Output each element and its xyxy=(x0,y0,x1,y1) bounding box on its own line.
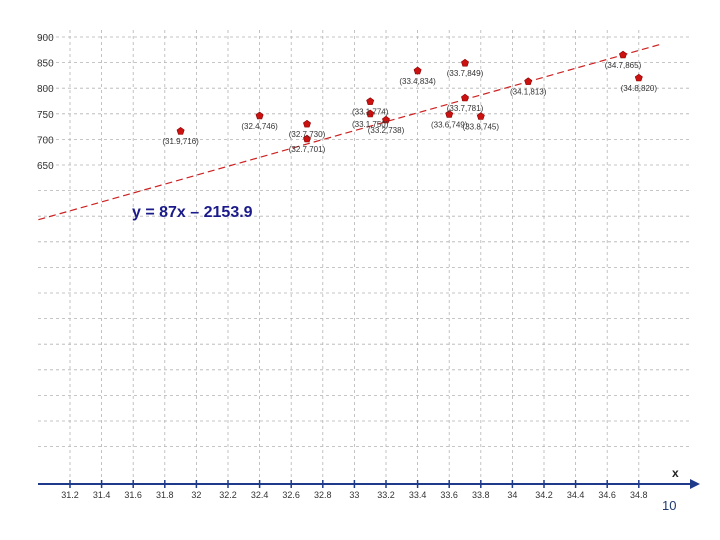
data-points xyxy=(176,50,643,143)
x-tick-label: 33.4 xyxy=(409,490,427,500)
y-tick-label: 750 xyxy=(37,110,54,121)
y-tick-labels: 900 850 800 750 700 650 xyxy=(37,33,54,172)
data-point xyxy=(634,73,643,82)
data-point-label: (34.8,820) xyxy=(621,84,658,93)
data-point xyxy=(476,112,485,120)
x-tick-label: 31.4 xyxy=(93,490,111,500)
x-tick-label: 31.6 xyxy=(124,490,142,500)
x-tick-labels: 31.2 31.4 31.6 31.8 32 32.2 32.4 32.6 32.8 33 33.2… xyxy=(61,490,647,500)
x-tick-label: 33.6 xyxy=(440,490,458,500)
data-point-label: (33.2,738) xyxy=(368,126,405,135)
x-tick-label: 32.2 xyxy=(219,490,237,500)
data-point xyxy=(366,109,375,118)
data-point xyxy=(619,50,627,59)
x-tick-label: 34 xyxy=(507,490,517,500)
data-point xyxy=(524,77,533,85)
y-tick-label: 650 xyxy=(37,161,54,172)
data-point xyxy=(255,111,264,120)
grid xyxy=(38,30,690,484)
x-tick-label: 33.2 xyxy=(377,490,395,500)
x-tick-label: 32.6 xyxy=(282,490,300,500)
data-point xyxy=(382,115,390,124)
data-point xyxy=(366,97,375,105)
data-point-label: (34.7,865) xyxy=(605,61,642,70)
trendline xyxy=(38,43,663,221)
data-point-labels: (31.9,716) (32.4,746) (32.7,730) (32.7,701)… xyxy=(162,61,657,154)
data-point xyxy=(461,58,469,67)
data-point xyxy=(303,119,311,128)
data-point-label: (33.8,745) xyxy=(463,122,500,131)
data-point-label: (33.7,849) xyxy=(447,69,484,78)
data-point xyxy=(461,93,469,102)
data-point xyxy=(445,110,454,118)
x-tick-label: 34.4 xyxy=(567,490,585,500)
data-point xyxy=(303,134,311,143)
data-point-label: (33.1,774) xyxy=(352,108,389,117)
y-tick-label: 800 xyxy=(37,84,54,95)
y-tick-label: 900 xyxy=(37,33,54,44)
data-point-label: (32.4,746) xyxy=(241,122,278,131)
x-axis-arrow xyxy=(690,479,700,489)
x-tick-label: 34.6 xyxy=(598,490,616,500)
data-point xyxy=(176,127,185,135)
x-tick-label: 31.2 xyxy=(61,490,79,500)
data-point-label: (31.9,716) xyxy=(162,137,199,146)
data-point-label: (32.7,701) xyxy=(289,145,326,154)
y-tick-label: 700 xyxy=(37,135,54,146)
x-tick-label: 34.2 xyxy=(535,490,553,500)
data-point xyxy=(413,66,422,75)
data-point-label: (32.7,730) xyxy=(289,130,326,139)
y-tick-label: 850 xyxy=(37,59,54,70)
trendline-group xyxy=(38,43,663,221)
x-tick-label: 32.4 xyxy=(251,490,269,500)
page-number: 10 xyxy=(662,498,677,513)
x-tick-label: 33.8 xyxy=(472,490,490,500)
data-point-label: (33.6,749) xyxy=(431,120,468,129)
data-point-label: (34.1,813) xyxy=(510,88,547,97)
x-axis-label: x xyxy=(672,466,679,480)
x-axis: x xyxy=(38,466,700,489)
data-point-label: (33.7,781) xyxy=(447,104,484,113)
x-tick-label: 33 xyxy=(349,490,359,500)
regression-equation: y = 87x – 2153.9 xyxy=(132,204,253,221)
data-point-label: (33.1,750) xyxy=(352,120,389,129)
data-point-label: (33.4,834) xyxy=(399,77,436,86)
x-tick-label: 31.8 xyxy=(156,490,174,500)
x-tick-label: 32.8 xyxy=(314,490,332,500)
x-tick-label: 34.8 xyxy=(630,490,648,500)
x-tick-label: 32 xyxy=(191,490,201,500)
